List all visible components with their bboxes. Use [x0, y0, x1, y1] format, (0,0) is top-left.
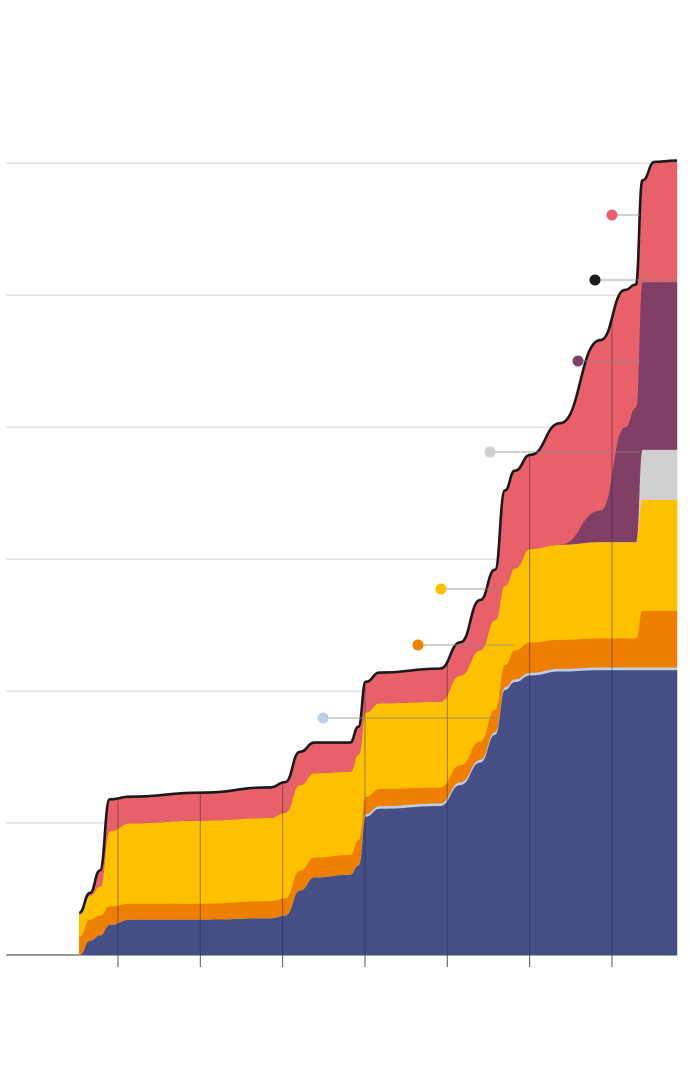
- total-outline: [78, 159, 678, 915]
- legend-marker: [435, 583, 447, 595]
- legend-marker: [606, 209, 618, 221]
- legend-marker: [484, 446, 496, 458]
- legend-marker: [589, 274, 601, 286]
- legend-marker: [572, 355, 584, 367]
- legend-marker: [317, 712, 329, 724]
- legend-marker: [412, 639, 424, 651]
